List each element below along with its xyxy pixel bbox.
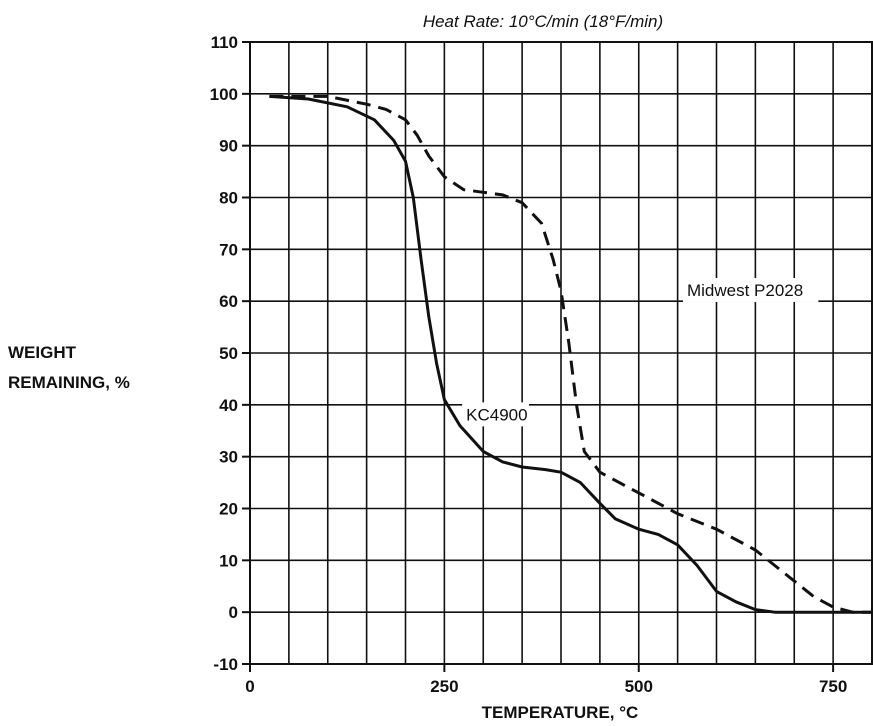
y-tick-label: 20 xyxy=(219,500,238,519)
series-label-background xyxy=(682,277,819,302)
y-tick-label: 100 xyxy=(210,85,238,104)
annotation-layer: Midwest P2028 KC4900 xyxy=(462,277,819,427)
series-label-kc4900: KC4900 xyxy=(466,405,527,424)
grid xyxy=(249,41,873,665)
y-axis-ticks: -10 0 10 20 30 40 50 60 70 80 90 100 110 xyxy=(210,33,250,674)
y-tick-label: 30 xyxy=(219,448,238,467)
y-tick-label: 90 xyxy=(219,137,238,156)
x-tick-label: 500 xyxy=(625,677,653,696)
series-layer xyxy=(269,94,872,614)
x-axis-label: TEMPERATURE, °C xyxy=(482,703,639,722)
y-tick-label: -10 xyxy=(213,655,238,674)
y-axis-label-line2: REMAINING, % xyxy=(8,373,130,392)
y-tick-label: 0 xyxy=(229,603,238,622)
y-axis-label-line1: WEIGHT xyxy=(8,343,77,362)
y-tick-label: 10 xyxy=(219,551,238,570)
y-tick-label: 50 xyxy=(219,344,238,363)
y-tick-label: 80 xyxy=(219,189,238,208)
y-tick-label: 40 xyxy=(219,396,238,415)
x-tick-label: 250 xyxy=(430,677,458,696)
y-tick-label: 110 xyxy=(211,33,238,52)
series-label-midwest-p2028: Midwest P2028 xyxy=(687,281,803,300)
series-line-kc4900 xyxy=(269,94,872,614)
x-axis-ticks: 0 250 500 750 xyxy=(245,664,847,696)
y-tick-label: 70 xyxy=(219,240,238,259)
y-tick-label: 60 xyxy=(219,292,238,311)
x-tick-label: 0 xyxy=(245,677,254,696)
x-tick-label: 750 xyxy=(819,677,847,696)
series-label-background xyxy=(462,402,529,427)
series-line-midwest-p2028 xyxy=(269,94,872,614)
chart-title: Heat Rate: 10°C/min (18°F/min) xyxy=(423,12,663,31)
